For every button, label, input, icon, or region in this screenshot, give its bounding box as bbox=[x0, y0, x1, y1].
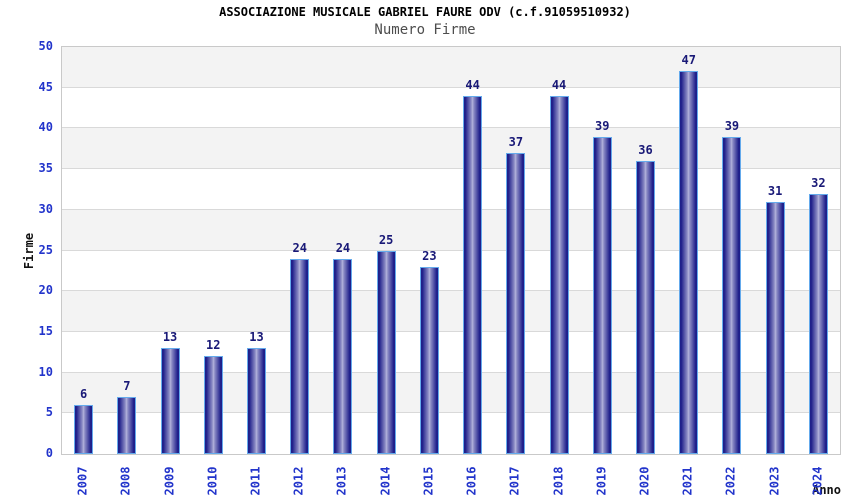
plot-band bbox=[62, 87, 840, 129]
bar-2010 bbox=[203, 356, 223, 454]
x-tick-label: 2016 bbox=[464, 466, 479, 496]
bar-value-label: 44 bbox=[551, 77, 567, 92]
x-tick-label: 2023 bbox=[767, 466, 782, 496]
gridline bbox=[62, 330, 840, 332]
bar-value-label: 47 bbox=[681, 53, 696, 68]
plot-band bbox=[62, 250, 840, 292]
gridline bbox=[62, 371, 840, 373]
bar-value-label: 13 bbox=[249, 330, 264, 345]
plot-band bbox=[62, 291, 840, 332]
y-tick-label: 45 bbox=[38, 79, 53, 94]
bar-value-label: 12 bbox=[206, 338, 221, 353]
bar-2008 bbox=[117, 397, 137, 454]
y-tick-label: 25 bbox=[38, 242, 53, 257]
x-tick-label: 2012 bbox=[291, 466, 306, 496]
bar-value-label: 25 bbox=[378, 232, 394, 247]
gridline bbox=[62, 208, 840, 210]
x-tick-label: 2019 bbox=[594, 466, 609, 496]
bar-2020 bbox=[636, 160, 655, 454]
plot-band bbox=[62, 209, 840, 251]
x-tick-label: 2017 bbox=[507, 466, 522, 496]
y-tick-label: 40 bbox=[38, 120, 53, 135]
bar-2007 bbox=[74, 405, 94, 454]
bar-2013 bbox=[333, 258, 353, 454]
x-tick-label: 2013 bbox=[334, 466, 349, 496]
x-tick-label: 2022 bbox=[723, 466, 738, 496]
x-tick-label: 2015 bbox=[421, 466, 436, 496]
y-tick-label: 30 bbox=[38, 201, 53, 216]
x-tick-label: 2011 bbox=[248, 466, 263, 496]
bar-2014 bbox=[376, 250, 396, 454]
bar-value-label: 39 bbox=[724, 118, 740, 133]
plot-band bbox=[62, 47, 840, 88]
y-tick-label: 35 bbox=[38, 161, 53, 176]
bar-2023 bbox=[765, 201, 785, 454]
bar-value-label: 37 bbox=[508, 134, 524, 149]
bar-2018 bbox=[549, 95, 569, 454]
x-tick-label: 2020 bbox=[637, 466, 652, 496]
bar-value-label: 44 bbox=[465, 77, 480, 92]
bar-2024 bbox=[808, 193, 828, 454]
bar-2015 bbox=[419, 266, 439, 454]
gridline bbox=[62, 86, 840, 88]
bar-value-label: 13 bbox=[162, 330, 178, 345]
x-tick-label: 2008 bbox=[118, 466, 133, 496]
x-tick-label: 2024 bbox=[810, 466, 825, 496]
gridline bbox=[62, 168, 840, 170]
bar-2016 bbox=[463, 95, 483, 454]
plot-band bbox=[62, 128, 840, 170]
y-tick-label: 0 bbox=[45, 446, 53, 460]
x-tick-label: 2018 bbox=[551, 466, 566, 496]
y-tick-label: 15 bbox=[38, 323, 53, 338]
x-tick-label: 2014 bbox=[378, 466, 393, 496]
bar-2022 bbox=[722, 136, 742, 454]
y-tick-label: 50 bbox=[38, 39, 53, 53]
gridline bbox=[62, 412, 840, 414]
y-tick-label: 10 bbox=[38, 364, 53, 379]
gridline bbox=[62, 127, 840, 129]
gridline bbox=[62, 249, 840, 251]
plot-band bbox=[62, 331, 840, 373]
bar-value-label: 36 bbox=[638, 142, 653, 157]
bar-value-label: 7 bbox=[123, 379, 131, 394]
bar-value-label: 24 bbox=[335, 240, 351, 255]
bar-value-label: 23 bbox=[422, 248, 437, 263]
plot-area: 6 7 13 12 13 24 24 25 23 44 37 44 39 36 47 39 31 32 bbox=[61, 46, 841, 455]
y-tick-label: 5 bbox=[45, 405, 53, 420]
y-tick-label: 20 bbox=[38, 283, 53, 298]
x-tick-label: 2021 bbox=[680, 466, 695, 496]
bar-value-label: 32 bbox=[811, 175, 826, 190]
bar-value-label: 6 bbox=[79, 387, 88, 402]
bar-2019 bbox=[592, 136, 612, 454]
x-axis-title: Anno bbox=[812, 483, 841, 497]
gridline bbox=[62, 290, 840, 292]
bar-value-label: 31 bbox=[767, 183, 783, 198]
chart-title: ASSOCIAZIONE MUSICALE GABRIEL FAURE ODV … bbox=[219, 5, 631, 19]
plot-band bbox=[62, 413, 840, 454]
plot-band bbox=[62, 372, 840, 414]
bar-value-label: 24 bbox=[292, 240, 307, 255]
x-tick-label: 2010 bbox=[205, 466, 220, 496]
chart-subtitle: Numero Firme bbox=[374, 22, 476, 38]
x-tick-label: 2009 bbox=[162, 466, 177, 496]
bar-2017 bbox=[506, 152, 526, 454]
bar-2011 bbox=[247, 348, 266, 454]
bar-value-label: 39 bbox=[595, 118, 610, 133]
bar-2009 bbox=[160, 348, 180, 454]
plot-band bbox=[62, 169, 840, 210]
bar-2012 bbox=[290, 258, 310, 454]
x-tick-label: 2007 bbox=[75, 466, 90, 496]
bar-2021 bbox=[679, 71, 699, 454]
